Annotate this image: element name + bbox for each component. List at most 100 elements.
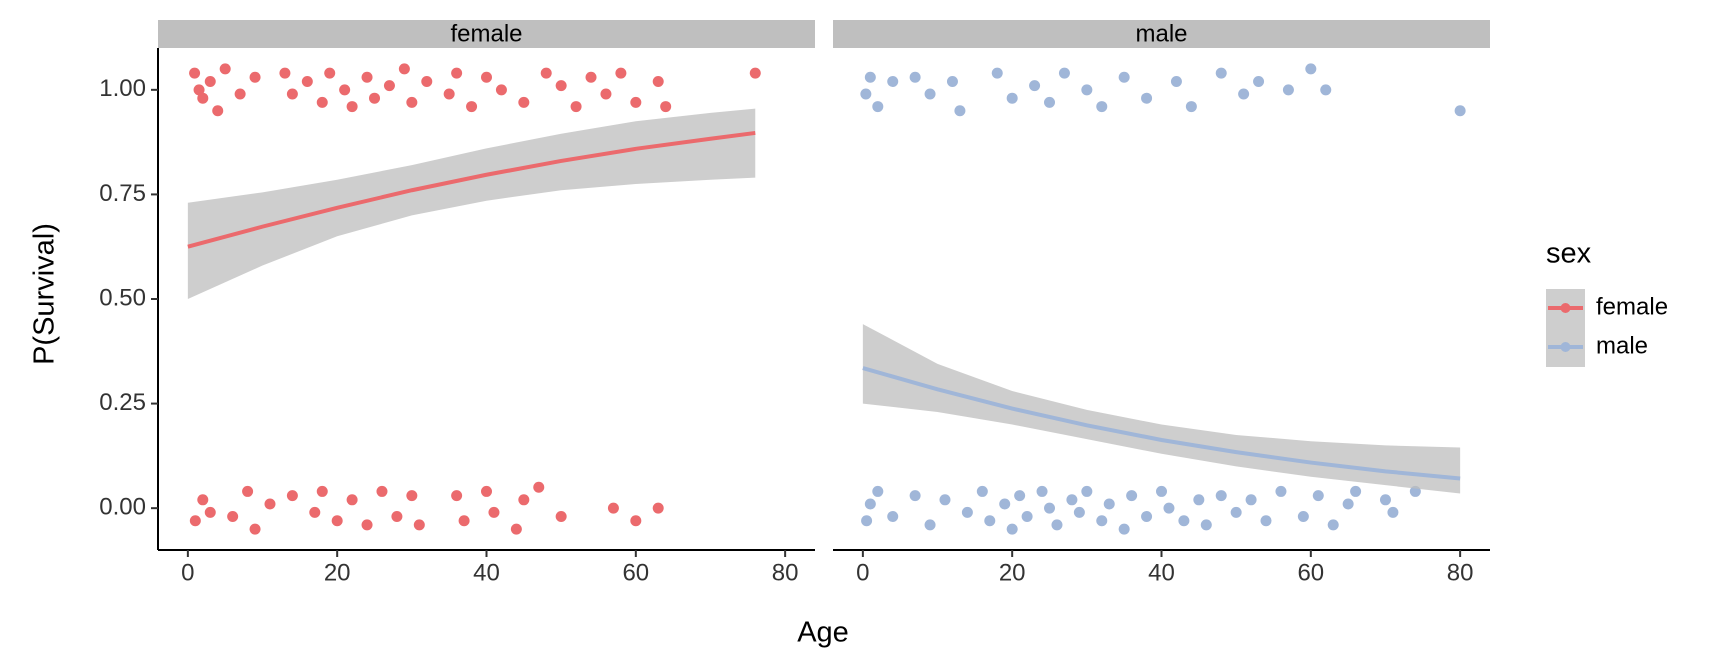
point — [1178, 515, 1190, 527]
legend-label: male — [1596, 332, 1648, 359]
point — [197, 92, 209, 104]
point — [1058, 67, 1070, 79]
point — [1081, 485, 1093, 497]
point — [1238, 88, 1250, 100]
point — [976, 485, 988, 497]
point — [406, 490, 418, 502]
point — [570, 101, 582, 113]
x-axis-title: Age — [797, 617, 849, 649]
confidence-band — [862, 324, 1461, 494]
point — [189, 515, 201, 527]
x-tick-label: 0 — [856, 559, 869, 586]
point — [1141, 511, 1153, 523]
point — [458, 515, 470, 527]
point — [279, 67, 291, 79]
x-tick-label: 20 — [999, 559, 1026, 586]
point — [1006, 523, 1018, 535]
point — [660, 101, 672, 113]
point — [451, 67, 463, 79]
point — [652, 75, 664, 87]
point — [227, 511, 239, 523]
point — [398, 63, 410, 75]
point — [286, 490, 298, 502]
point — [1297, 511, 1309, 523]
point — [939, 494, 951, 506]
point — [909, 490, 921, 502]
strip — [158, 20, 815, 48]
x-tick-label: 60 — [622, 559, 649, 586]
point — [872, 101, 884, 113]
point — [1081, 84, 1093, 96]
point — [518, 494, 530, 506]
y-tick-label: 0.50 — [99, 284, 146, 311]
point — [481, 485, 492, 497]
point — [872, 485, 884, 497]
point — [1387, 506, 1399, 518]
strip — [833, 20, 1490, 48]
point — [1170, 75, 1182, 87]
point — [615, 67, 627, 79]
y-tick-label: 1.00 — [99, 75, 146, 102]
point — [443, 88, 455, 100]
strip-label: male — [1135, 20, 1187, 47]
point — [219, 63, 231, 75]
point — [954, 105, 966, 117]
point — [555, 80, 567, 92]
confidence-band — [187, 108, 756, 300]
point — [1156, 485, 1167, 497]
point — [999, 498, 1011, 510]
point — [383, 80, 395, 92]
point — [324, 67, 336, 79]
point — [1126, 490, 1138, 502]
point — [861, 515, 873, 527]
y-tick-label: 0.75 — [99, 180, 146, 207]
point — [540, 67, 552, 79]
point — [204, 506, 216, 518]
point — [961, 506, 973, 518]
point — [1379, 494, 1391, 506]
point — [860, 88, 872, 100]
point — [316, 485, 328, 497]
point — [309, 506, 321, 518]
point — [1066, 494, 1078, 506]
point — [204, 75, 216, 87]
point — [1245, 494, 1257, 506]
point — [316, 96, 328, 108]
point — [1036, 485, 1048, 497]
point — [1275, 485, 1287, 497]
point — [495, 84, 507, 96]
point — [984, 515, 996, 527]
point — [421, 75, 433, 87]
point — [331, 515, 343, 527]
point — [1342, 498, 1354, 510]
legend-label: female — [1596, 293, 1668, 320]
point — [264, 498, 276, 510]
point — [1305, 63, 1317, 75]
point — [1096, 515, 1108, 527]
point — [406, 96, 418, 108]
fit-line — [187, 130, 756, 249]
fit-line — [862, 366, 1461, 481]
point — [1230, 506, 1242, 518]
point — [346, 101, 358, 113]
point — [630, 515, 642, 527]
point — [361, 519, 373, 531]
point — [339, 84, 351, 96]
point — [510, 523, 522, 535]
y-tick-label: 0.25 — [99, 389, 146, 416]
point — [1118, 71, 1130, 83]
point — [1350, 485, 1362, 497]
point — [909, 71, 921, 83]
point — [189, 67, 201, 79]
point — [864, 71, 876, 83]
point — [301, 75, 313, 87]
point — [286, 88, 298, 100]
point — [533, 481, 545, 493]
point — [346, 494, 358, 506]
point — [1454, 105, 1466, 117]
legend-point — [1560, 303, 1571, 313]
point — [1320, 84, 1332, 96]
point — [924, 88, 936, 100]
point — [887, 511, 899, 523]
point — [1253, 75, 1265, 87]
